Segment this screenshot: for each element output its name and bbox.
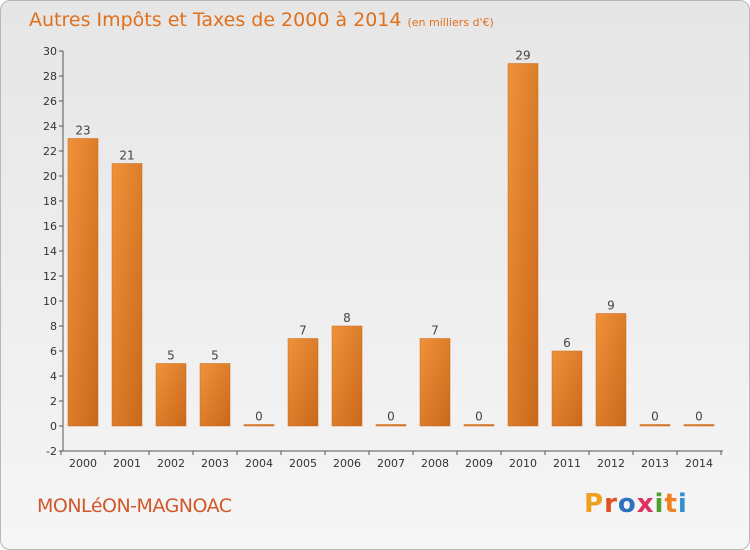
data-label-2005: 7 — [299, 324, 307, 338]
x-tick-label-2002: 2002 — [157, 457, 185, 470]
logo-letter: r — [604, 489, 618, 519]
x-tick-label-2004: 2004 — [245, 457, 273, 470]
data-label-2003: 5 — [211, 349, 219, 363]
data-label-2007: 0 — [387, 410, 395, 424]
chart-title: Autres Impôts et Taxes de 2000 à 2014 (en… — [29, 9, 494, 31]
x-tick-label-2009: 2009 — [465, 457, 493, 470]
bar-2011 — [551, 350, 583, 427]
x-tick-label-2008: 2008 — [421, 457, 449, 470]
chart-title-text: Autres Impôts et Taxes de 2000 à 2014 — [29, 9, 402, 31]
proxiti-logo: Proxiti — [584, 489, 688, 519]
bar-2003 — [199, 363, 231, 427]
y-tick-label: 24 — [43, 120, 57, 133]
bar-2012 — [595, 313, 627, 427]
y-tick-label: 0 — [50, 420, 57, 433]
data-label-2004: 0 — [255, 410, 263, 424]
y-tick-label: 22 — [43, 145, 57, 158]
data-label-2000: 23 — [75, 124, 90, 138]
commune-name: MONLéON-MAGNOAC — [37, 495, 232, 517]
bar-2005 — [287, 338, 319, 427]
data-label-2006: 8 — [343, 311, 351, 325]
logo-letter: x — [636, 489, 655, 519]
x-tick-label-2005: 2005 — [289, 457, 317, 470]
logo-letter: P — [584, 489, 605, 519]
x-tick-label-2010: 2010 — [509, 457, 537, 470]
y-tick-label: 4 — [50, 370, 57, 383]
data-label-2012: 9 — [607, 299, 615, 313]
logo-letter: t — [664, 489, 678, 519]
x-tick-label-2007: 2007 — [377, 457, 405, 470]
data-label-2013: 0 — [651, 410, 659, 424]
y-tick-label: 30 — [43, 45, 57, 58]
bar-2000 — [67, 138, 99, 427]
x-tick-label-2011: 2011 — [553, 457, 581, 470]
bar-2014 — [683, 424, 715, 427]
x-tick-label-2013: 2013 — [641, 457, 669, 470]
data-label-2001: 21 — [119, 149, 134, 163]
logo-letter: i — [654, 489, 665, 519]
chart-subtitle: (en milliers d'€) — [407, 16, 494, 29]
data-label-2011: 6 — [563, 336, 571, 350]
x-tick-label-2014: 2014 — [685, 457, 713, 470]
data-label-2010: 29 — [515, 49, 530, 63]
chart-labels: 23 2000 21 2001 5 2002 5 2003 0 2004 7 2005 8 2006 0 20… — [69, 49, 713, 471]
bar-2007 — [375, 424, 407, 427]
y-tick-label: 16 — [43, 220, 57, 233]
bar-2006 — [331, 325, 363, 427]
y-tick-label: 20 — [43, 170, 57, 183]
data-label-2009: 0 — [475, 410, 483, 424]
y-tick-label: 12 — [43, 270, 57, 283]
y-tick-label: 8 — [50, 320, 57, 333]
y-tick-label: 14 — [43, 245, 57, 258]
logo-letter: i — [677, 489, 688, 519]
bar-2001 — [111, 163, 143, 427]
y-tick-label: 2 — [50, 395, 57, 408]
data-label-2008: 7 — [431, 324, 439, 338]
logo-letter: o — [617, 489, 637, 519]
x-tick-label-2012: 2012 — [597, 457, 625, 470]
bar-2008 — [419, 338, 451, 427]
bar-2013 — [639, 424, 671, 427]
y-tick-label: 28 — [43, 70, 57, 83]
chart-bars — [67, 63, 715, 427]
y-tick-label: 18 — [43, 195, 57, 208]
bar-2009 — [463, 424, 495, 427]
bar-2010 — [507, 63, 539, 427]
y-tick-label: -2 — [46, 445, 57, 458]
data-label-2002: 5 — [167, 349, 175, 363]
y-tick-label: 6 — [50, 345, 57, 358]
x-tick-label-2000: 2000 — [69, 457, 97, 470]
x-tick-label-2006: 2006 — [333, 457, 361, 470]
bar-2004 — [243, 424, 275, 427]
x-tick-label-2001: 2001 — [113, 457, 141, 470]
y-tick-label: 10 — [43, 295, 57, 308]
y-tick-label: 26 — [43, 95, 57, 108]
x-tick-label-2003: 2003 — [201, 457, 229, 470]
data-label-2014: 0 — [695, 410, 703, 424]
bar-2002 — [155, 363, 187, 427]
